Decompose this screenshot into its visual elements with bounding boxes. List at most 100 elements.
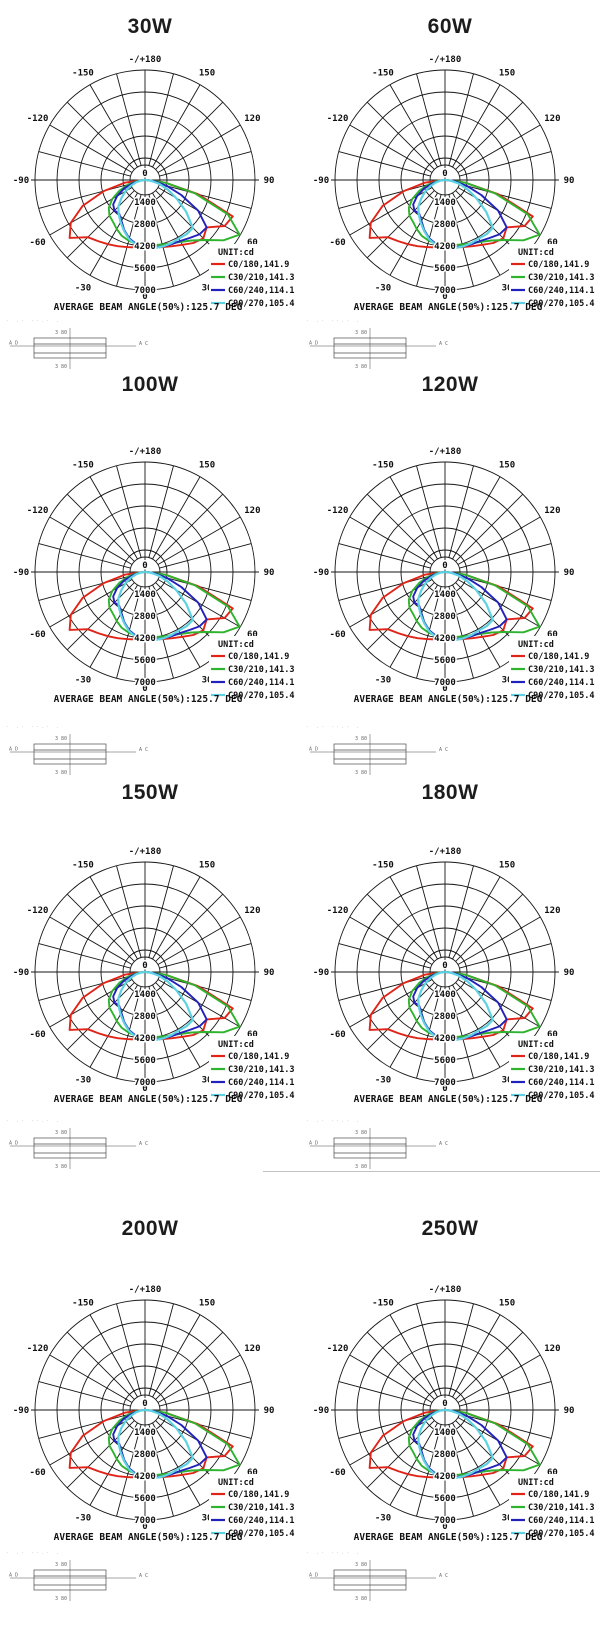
chart-cell: 150W 150 -150 120 -120 90 -90 60 -60 30 -30 -/+180…	[0, 780, 300, 1200]
faint-marks: - .- --.- .	[306, 1118, 362, 1124]
polar-chart-svg: 150 -150 120 -120 90 -90 60 -60 30 -30 -/+180 0 0 140…	[13, 847, 300, 1104]
curve-C90-270	[117, 1408, 194, 1480]
legend-entry-label: C60/240,114.1	[528, 678, 595, 688]
chart-cell: 100W 150 -150 120 -120 90 -90 60 -60 30 -30 -/+180…	[0, 372, 300, 792]
angle-label-top: -/+180	[129, 55, 162, 65]
legend-entry-label: C30/210,141.3	[528, 273, 595, 283]
radial-tick-label: 1400	[434, 198, 456, 208]
dim-bottom-label: 3 80	[55, 364, 67, 370]
chart-cell: 250W 150 -150 120 -120 90 -90 60 -60 30 -30 -/+180…	[300, 1216, 600, 1636]
dim-right-label: A C	[139, 1573, 148, 1579]
angle-label-bottom: 0	[142, 1084, 147, 1094]
faint-marks: - .- --.- .	[6, 724, 62, 730]
radial-tick-label: 1400	[134, 198, 156, 208]
curve-C0-180	[368, 971, 534, 1041]
curve-C90-270	[117, 570, 194, 642]
dimension-lines	[310, 1128, 436, 1169]
angle-label: 60	[247, 1468, 258, 1478]
angle-label: 30	[202, 1075, 213, 1085]
legend-entry-label: C30/210,141.3	[228, 1503, 295, 1513]
angle-label: 90	[564, 968, 575, 978]
angle-label-bottom: 0	[142, 292, 147, 302]
legend-unit-label: UNIT:cd	[518, 1040, 554, 1050]
polar-grid	[31, 461, 259, 683]
legend-entry-label: C30/210,141.3	[528, 665, 595, 675]
angle-label: 90	[264, 1406, 275, 1416]
dim-bottom-label: 3 80	[355, 1596, 367, 1602]
curve-C90-270	[417, 970, 494, 1042]
dim-top-label: 3 80	[355, 1562, 367, 1568]
angle-label-bottom: 0	[442, 1084, 447, 1094]
legend-entry-label: C0/180,141.9	[228, 652, 289, 662]
chart-title: 100W	[121, 373, 179, 396]
radial-tick-label: 7000	[434, 678, 456, 688]
angle-label: -150	[372, 69, 394, 79]
radial-tick-label: 4200	[134, 634, 156, 644]
angle-label: 30	[202, 1513, 213, 1523]
legend-entry-label: C30/210,141.3	[228, 1065, 295, 1075]
angle-label: 150	[499, 69, 515, 79]
angle-label: 90	[564, 1406, 575, 1416]
radial-tick-label: 4200	[434, 1472, 456, 1482]
angle-label-bottom: 0	[442, 292, 447, 302]
curve-C30-210	[107, 179, 241, 247]
angle-label-bottom: 0	[142, 1522, 147, 1532]
radial-tick-label: 0	[442, 169, 447, 179]
angle-label: 30	[202, 675, 213, 685]
angle-label-top: -/+180	[429, 55, 462, 65]
chart-title: 60W	[427, 15, 473, 38]
angle-label: -60	[29, 238, 45, 248]
angle-label: 120	[544, 1344, 560, 1354]
beam-angle-text: AVERAGE BEAM ANGLE(50%):125.7 DEG	[354, 1094, 543, 1104]
radial-tick-label: 7000	[134, 1516, 156, 1526]
dimension-lines	[10, 1128, 136, 1169]
luminaire-dimension-drawing: 3 80 3 80 A D A C	[9, 734, 148, 776]
legend-unit-label: UNIT:cd	[218, 640, 254, 650]
angle-label-top: -/+180	[129, 1285, 162, 1295]
legend-entry-label: C90/270,105.4	[528, 1091, 595, 1101]
radial-tick-label: 5600	[134, 656, 156, 666]
radial-tick-label: 1400	[134, 590, 156, 600]
legend-entry-label: C90/270,105.4	[528, 1529, 595, 1539]
radial-tick-label: 0	[142, 169, 147, 179]
angle-label: -150	[72, 461, 94, 471]
legend-entry-label: C30/210,141.3	[528, 1503, 595, 1513]
faint-marks: - .- --.- .	[6, 318, 62, 324]
angle-label: 120	[544, 114, 560, 124]
legend-unit-label: UNIT:cd	[218, 1478, 254, 1488]
curve-C60-240	[112, 1409, 208, 1478]
legend-entry-label: C0/180,141.9	[528, 652, 589, 662]
angle-label: 150	[499, 1299, 515, 1309]
luminaire-dimension-drawing: 3 80 3 80 A D A C	[309, 328, 448, 370]
dim-top-label: 3 80	[55, 736, 67, 742]
chart-cell: 180W 150 -150 120 -120 90 -90 60 -60 30 -30 -/+180…	[300, 780, 600, 1200]
angle-label: -90	[313, 1406, 329, 1416]
curve-C60-240	[412, 971, 508, 1040]
angle-label: 150	[499, 861, 515, 871]
curve-C60-240	[112, 571, 208, 640]
legend-unit-label: UNIT:cd	[518, 248, 554, 258]
angle-label-top: -/+180	[129, 447, 162, 457]
dim-top-label: 3 80	[55, 1562, 67, 1568]
legend-entry-label: C0/180,141.9	[528, 260, 589, 270]
legend-entry-label: C90/270,105.4	[228, 299, 295, 309]
angle-label: -60	[329, 630, 345, 640]
chart-cell: 200W 150 -150 120 -120 90 -90 60 -60 30 -30 -/+180…	[0, 1216, 300, 1636]
curve-C90-270	[417, 1408, 494, 1480]
polar-chart-svg: 150 -150 120 -120 90 -90 60 -60 30 -30 -/+180 0 0 140…	[13, 55, 300, 312]
angle-label-top: -/+180	[129, 847, 162, 857]
radial-tick-label: 1400	[134, 990, 156, 1000]
radial-tick-label: 0	[442, 1399, 447, 1409]
angle-label: 30	[202, 283, 213, 293]
angle-label-bottom: 0	[142, 684, 147, 694]
angle-label: 150	[199, 861, 215, 871]
radial-tick-label: 4200	[134, 1034, 156, 1044]
radial-tick-label: 7000	[134, 286, 156, 296]
angle-label: 90	[264, 568, 275, 578]
legend-unit-label: UNIT:cd	[218, 248, 254, 258]
angle-label: -60	[329, 1030, 345, 1040]
angle-label: -30	[375, 675, 391, 685]
legend-entry-label: C60/240,114.1	[228, 1078, 295, 1088]
faint-marks: - .- --.- .	[6, 1118, 62, 1124]
chart-cell: 60W 150 -150 120 -120 90 -90 60 -60 30 -30 -/+180 0…	[300, 14, 600, 434]
